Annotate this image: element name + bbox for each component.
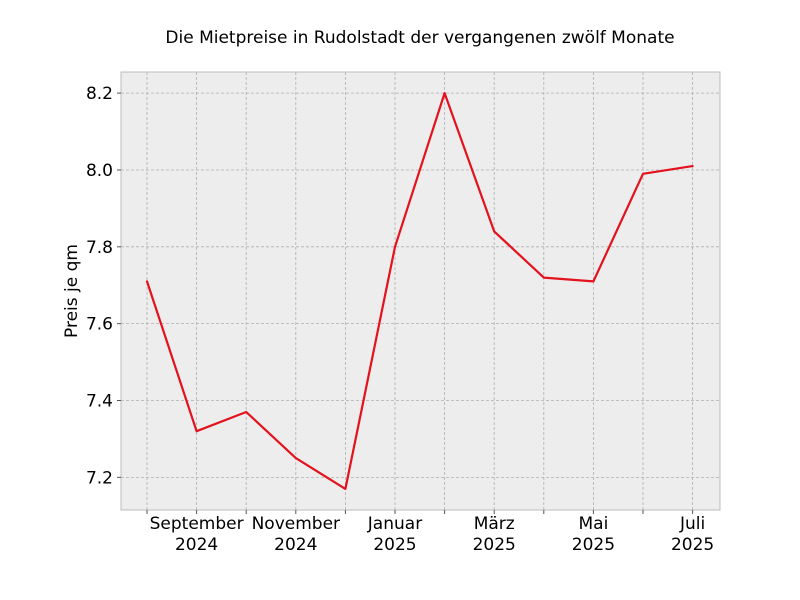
x-tick-label-year: 2024 xyxy=(175,535,218,555)
x-tick-label: Juli xyxy=(679,514,705,534)
y-tick-label: 8.2 xyxy=(86,84,113,104)
x-tick-label: Mai xyxy=(578,514,608,534)
y-tick-label: 7.4 xyxy=(86,392,113,412)
y-axis-label: Preis je qm xyxy=(62,244,82,338)
plot-background xyxy=(121,72,720,510)
plot-frame xyxy=(120,71,721,511)
x-tick-label: Januar xyxy=(367,514,422,534)
chart-title: Die Mietpreise in Rudolstadt der vergang… xyxy=(165,28,674,48)
x-tick-label-year: 2025 xyxy=(373,535,416,555)
x-tick-label: März xyxy=(474,514,515,534)
plot-area: September2024November2024Januar2025März2… xyxy=(86,71,721,555)
x-tick-label: September xyxy=(150,514,244,534)
y-tick-label: 7.8 xyxy=(86,238,113,258)
x-tick-label: November xyxy=(252,514,340,534)
x-tick-label-year: 2025 xyxy=(572,535,615,555)
y-tick-label: 7.6 xyxy=(86,315,113,335)
x-tick-label-year: 2024 xyxy=(274,535,317,555)
x-tick-label-year: 2025 xyxy=(473,535,516,555)
y-tick-label: 7.2 xyxy=(86,468,113,488)
series-line xyxy=(145,91,694,490)
x-tick-label-year: 2025 xyxy=(671,535,714,555)
y-tick-label: 8.0 xyxy=(86,161,113,181)
